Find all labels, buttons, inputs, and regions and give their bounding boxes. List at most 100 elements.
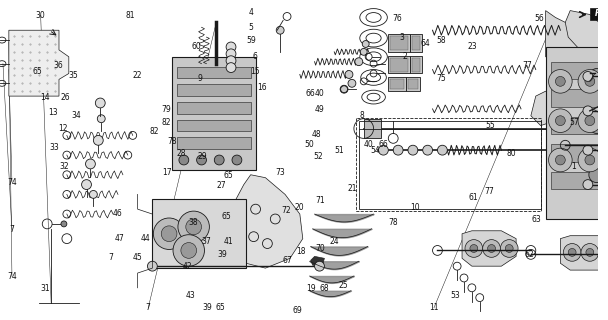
Text: 46: 46 xyxy=(112,209,122,218)
Circle shape xyxy=(196,155,207,165)
Text: 39: 39 xyxy=(218,250,227,259)
Text: 5: 5 xyxy=(249,23,254,32)
Text: 29: 29 xyxy=(197,152,207,161)
Bar xyxy=(177,67,250,78)
Bar xyxy=(177,102,250,114)
Text: 12: 12 xyxy=(58,124,67,133)
Bar xyxy=(410,34,422,52)
Text: 74: 74 xyxy=(7,178,17,187)
Circle shape xyxy=(95,98,105,108)
Text: 60: 60 xyxy=(191,42,201,51)
Text: 66: 66 xyxy=(306,89,316,99)
Text: 4: 4 xyxy=(249,8,254,17)
Circle shape xyxy=(581,244,599,261)
Text: 40: 40 xyxy=(315,89,325,99)
Text: 58: 58 xyxy=(437,36,446,45)
Polygon shape xyxy=(231,175,303,268)
Text: 82: 82 xyxy=(150,127,159,136)
Text: 65: 65 xyxy=(33,68,43,76)
Polygon shape xyxy=(565,11,607,52)
Text: 71: 71 xyxy=(315,196,325,205)
Text: 78: 78 xyxy=(389,219,398,228)
Circle shape xyxy=(548,109,572,132)
Text: 65: 65 xyxy=(221,212,231,221)
Text: 56: 56 xyxy=(534,14,544,23)
Circle shape xyxy=(89,190,97,198)
Text: 69: 69 xyxy=(292,307,302,316)
Text: 81: 81 xyxy=(125,11,135,20)
Text: 40: 40 xyxy=(364,140,374,149)
Circle shape xyxy=(361,48,367,55)
Circle shape xyxy=(232,155,242,165)
Text: 27: 27 xyxy=(216,181,226,190)
Text: 10: 10 xyxy=(410,203,420,212)
Text: 28: 28 xyxy=(176,149,186,158)
Bar xyxy=(359,121,541,209)
Circle shape xyxy=(585,76,595,86)
Text: 75: 75 xyxy=(436,74,446,83)
Circle shape xyxy=(589,68,604,84)
Circle shape xyxy=(362,41,369,47)
Circle shape xyxy=(505,244,513,252)
Circle shape xyxy=(226,42,236,52)
Bar xyxy=(550,62,608,79)
Text: 22: 22 xyxy=(133,71,142,80)
Circle shape xyxy=(340,85,348,93)
Text: 67: 67 xyxy=(282,256,292,265)
Bar xyxy=(389,77,406,91)
Text: 45: 45 xyxy=(133,253,142,262)
Text: 30: 30 xyxy=(36,11,46,20)
Circle shape xyxy=(583,72,593,81)
Bar xyxy=(172,57,255,170)
Text: 20: 20 xyxy=(294,203,303,212)
Circle shape xyxy=(393,145,403,155)
Text: 50: 50 xyxy=(305,140,314,149)
Circle shape xyxy=(438,145,447,155)
Text: 51: 51 xyxy=(334,146,344,155)
Bar xyxy=(545,47,608,219)
Text: 7: 7 xyxy=(146,303,151,312)
Text: 25: 25 xyxy=(339,281,348,290)
Text: 42: 42 xyxy=(182,262,192,271)
Text: 72: 72 xyxy=(282,206,291,215)
Circle shape xyxy=(585,155,595,165)
Bar xyxy=(389,56,410,74)
Text: 66: 66 xyxy=(379,140,389,149)
Text: 39: 39 xyxy=(202,303,212,312)
Text: 2: 2 xyxy=(403,52,407,61)
Text: 76: 76 xyxy=(393,14,402,23)
Circle shape xyxy=(161,226,177,242)
Text: 61: 61 xyxy=(469,193,478,202)
Text: 49: 49 xyxy=(315,105,325,114)
Circle shape xyxy=(314,261,325,271)
Circle shape xyxy=(589,167,604,183)
Text: 7: 7 xyxy=(108,253,113,262)
Text: 11: 11 xyxy=(429,303,439,312)
Bar xyxy=(390,36,408,50)
Text: 13: 13 xyxy=(48,108,57,117)
Bar xyxy=(364,119,381,138)
Circle shape xyxy=(578,69,602,93)
Text: 14: 14 xyxy=(40,92,50,101)
Circle shape xyxy=(153,218,185,250)
Text: 65: 65 xyxy=(215,303,225,312)
Text: 3: 3 xyxy=(399,33,404,42)
Text: 53: 53 xyxy=(451,291,460,300)
Circle shape xyxy=(556,76,565,86)
Circle shape xyxy=(226,63,236,73)
Circle shape xyxy=(226,49,236,59)
Text: 16: 16 xyxy=(257,83,266,92)
Text: 21: 21 xyxy=(348,184,358,193)
Text: 36: 36 xyxy=(54,61,63,70)
Bar xyxy=(410,56,422,74)
Circle shape xyxy=(568,248,576,256)
Text: 64: 64 xyxy=(421,39,430,48)
Circle shape xyxy=(348,79,356,87)
Text: 23: 23 xyxy=(468,42,477,51)
Polygon shape xyxy=(311,256,325,266)
Text: 17: 17 xyxy=(162,168,172,177)
Polygon shape xyxy=(9,30,69,96)
Text: 33: 33 xyxy=(49,143,58,152)
Bar xyxy=(408,79,418,89)
Bar xyxy=(177,120,250,132)
